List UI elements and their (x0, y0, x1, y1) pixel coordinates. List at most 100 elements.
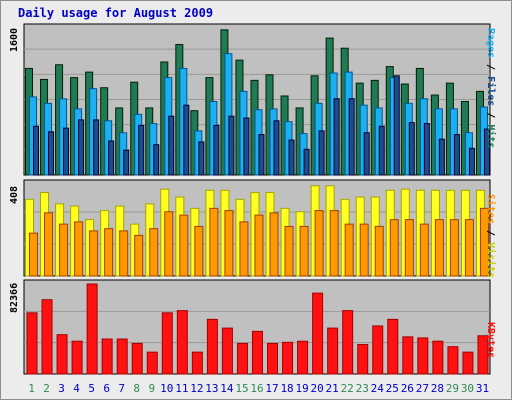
day-label: 10 (160, 382, 173, 395)
mid-axis-max: 408 (9, 185, 20, 204)
sites-bar (284, 225, 294, 277)
sites-bar (239, 221, 249, 277)
day-label: 18 (280, 382, 293, 395)
sites-bar (299, 225, 309, 277)
top-axis-max: 1600 (9, 27, 20, 52)
kbytes-bar (86, 283, 98, 375)
kbytes-bar (462, 351, 474, 375)
sites-bar (314, 210, 324, 277)
kbytes-bar (191, 351, 203, 375)
kbytes-bar (372, 325, 384, 375)
kbytes-bar (236, 342, 248, 375)
day-label: 25 (386, 382, 399, 395)
kbytes-bar (221, 327, 233, 375)
sites-bar (209, 207, 219, 277)
pages-bar (168, 115, 175, 176)
legend-kbytes: KBytes (485, 322, 496, 359)
sites-bar (479, 207, 489, 277)
day-label: 7 (118, 382, 125, 395)
pages-bar (153, 144, 160, 176)
day-label: 16 (250, 382, 263, 395)
legend-hits: Hits (485, 124, 496, 149)
sites-bar (74, 221, 84, 277)
pages-bar (63, 127, 70, 176)
kbytes-bar (131, 342, 143, 375)
pages-bar (123, 149, 130, 176)
pages-bar (378, 125, 385, 176)
kbytes-bar (282, 341, 294, 375)
sites-bar (344, 223, 354, 277)
day-label: 21 (326, 382, 339, 395)
kbytes-bar (71, 340, 83, 375)
kbytes-bar (251, 330, 263, 375)
sites-bar (59, 223, 69, 277)
kbytes-bar (116, 338, 128, 375)
pages-bar (198, 141, 205, 176)
kbytes-bar (267, 342, 279, 375)
pages-bar (213, 124, 220, 176)
sites-bar (164, 211, 174, 277)
mid-legend: Sites / Visits (485, 194, 496, 278)
sites-bar (89, 230, 99, 277)
day-label: 5 (88, 382, 95, 395)
legend-slash-2: / (485, 106, 496, 125)
day-label: 29 (446, 382, 459, 395)
pages-bar (48, 131, 55, 176)
kbytes-bar (41, 299, 53, 375)
pages-bar (393, 75, 400, 176)
pages-bar (363, 132, 370, 176)
day-label: 2 (43, 382, 50, 395)
kbytes-bar (342, 310, 354, 375)
kbytes-bar (327, 327, 339, 375)
sites-bar (104, 228, 114, 277)
kbytes-bar (206, 318, 218, 375)
legend-sites: Sites (485, 194, 496, 225)
pages-bar (93, 119, 100, 176)
bottom-axis-max: 82366 (9, 282, 20, 313)
kbytes-bar (477, 335, 489, 375)
sites-bar (254, 214, 264, 277)
pages-bar (483, 128, 490, 176)
kbytes-bar (387, 318, 399, 375)
pages-bar (183, 104, 190, 176)
kbytes-bar (101, 338, 113, 375)
day-label: 17 (265, 382, 278, 395)
pages-bar (468, 147, 475, 176)
kbytes-bar (357, 343, 369, 375)
pages-bar (453, 134, 460, 176)
day-label: 6 (103, 382, 110, 395)
sites-bar (329, 210, 339, 277)
sites-bar (389, 219, 399, 277)
pages-bar (423, 123, 430, 176)
sites-bar (419, 223, 429, 277)
sites-bar (359, 223, 369, 277)
sites-bar (449, 219, 459, 277)
pages-bar (108, 140, 115, 176)
sites-bar (29, 232, 38, 277)
sites-bar (44, 212, 54, 277)
pages-bar (138, 124, 145, 176)
kbytes-bar (161, 312, 173, 375)
sites-bar (434, 219, 444, 277)
sites-bar (224, 210, 234, 277)
pages-bar (288, 139, 295, 176)
day-label: 1 (28, 382, 35, 395)
day-label: 30 (461, 382, 474, 395)
day-label: 14 (220, 382, 234, 395)
sites-bar (374, 225, 384, 277)
day-label: 24 (371, 382, 385, 395)
day-label: 8 (133, 382, 140, 395)
day-label: 22 (341, 382, 354, 395)
pages-bar (303, 148, 310, 176)
kbytes-bar (447, 346, 459, 375)
legend-slash-3: / (485, 224, 496, 243)
day-label: 11 (175, 382, 188, 395)
day-label: 31 (476, 382, 489, 395)
day-label: 15 (235, 382, 248, 395)
kbytes-bar (146, 351, 158, 375)
day-label: 4 (73, 382, 80, 395)
sites-bar (119, 230, 129, 277)
pages-bar (348, 98, 355, 176)
day-label: 3 (58, 382, 65, 395)
